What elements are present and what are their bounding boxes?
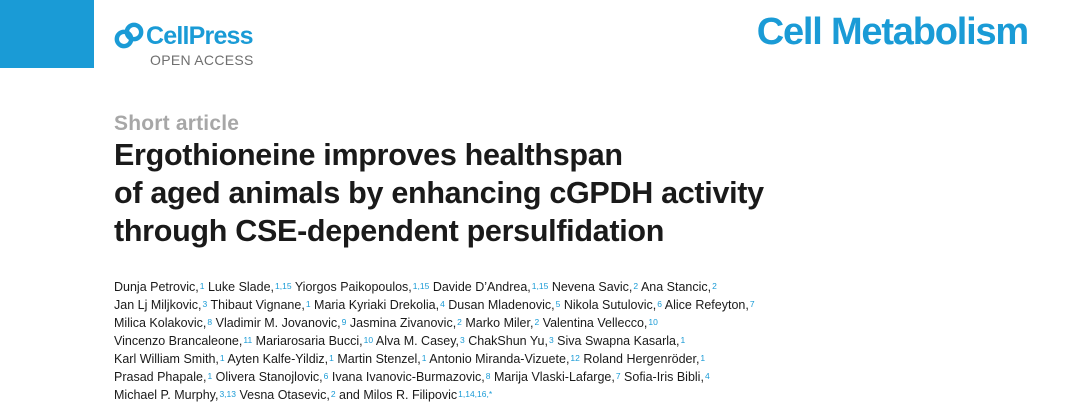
author-name[interactable]: Thibaut Vignane, — [210, 298, 305, 312]
affiliation-marker[interactable]: 1,14,16,* — [458, 389, 493, 399]
author-name[interactable]: Jan Lj Miljkovic, — [114, 298, 202, 312]
affiliation-marker[interactable]: 3,13 — [219, 389, 236, 399]
affiliation-marker[interactable]: 2 — [633, 281, 639, 291]
author-name[interactable]: Maria Kyriaki Drekolia, — [314, 298, 440, 312]
title-line: Ergothioneine improves healthspan — [114, 138, 623, 172]
author-name[interactable]: Ayten Kalfe-Yildiz, — [227, 352, 329, 366]
author-name[interactable]: Dusan Mladenovic, — [448, 298, 555, 312]
author-name[interactable]: Karl William Smith, — [114, 352, 219, 366]
article-type-label: Short article — [114, 112, 240, 135]
journal-name[interactable]: Cell Metabolism — [756, 11, 1029, 53]
author-name[interactable]: Olivera Stanojlovic, — [215, 370, 323, 384]
author-name[interactable]: Alva M. Casey, — [375, 334, 460, 348]
corner-color-block — [0, 0, 94, 68]
affiliation-marker[interactable]: 7 — [749, 299, 755, 309]
author-line: Jan Lj Miljkovic,3 Thibaut Vignane,1 Mar… — [114, 296, 1054, 314]
affiliation-marker[interactable]: 1,15 — [531, 281, 549, 291]
affiliation-marker[interactable]: 10 — [648, 317, 658, 327]
author-line: Milica Kolakovic,8 Vladimir M. Jovanovic… — [114, 314, 1054, 332]
author-line: Michael P. Murphy,3,13 Vesna Otasevic,2 … — [114, 386, 1054, 404]
affiliation-marker[interactable]: 3 — [548, 335, 554, 345]
affiliation-marker[interactable]: 4 — [440, 299, 445, 309]
affiliation-marker[interactable]: 1 — [329, 353, 334, 363]
affiliation-marker[interactable]: 6 — [323, 371, 329, 381]
affiliation-marker[interactable]: 12 — [570, 353, 580, 363]
affiliation-marker[interactable]: 5 — [555, 299, 561, 309]
author-name[interactable]: Siva Swapna Kasarla, — [557, 334, 680, 348]
author-name[interactable]: Prasad Phapale, — [114, 370, 207, 384]
affiliation-marker[interactable]: 1 — [207, 371, 213, 381]
author-name[interactable]: ChakShun Yu, — [468, 334, 548, 348]
affiliation-marker[interactable]: 1 — [421, 353, 427, 363]
author-name[interactable]: and Milos R. Filipovic — [339, 388, 458, 402]
affiliation-marker[interactable]: 1 — [219, 353, 225, 363]
publisher-name: CellPress — [146, 22, 254, 50]
affiliation-marker[interactable]: 2 — [457, 317, 462, 327]
affiliation-marker[interactable]: 1 — [700, 353, 706, 363]
author-name[interactable]: Marko Miler, — [465, 316, 534, 330]
author-name[interactable]: Vincenzo Brancaleone, — [114, 334, 243, 348]
affiliation-marker[interactable]: 2 — [534, 317, 540, 327]
author-line: Dunja Petrovic,1 Luke Slade,1,15 Yiorgos… — [114, 278, 1054, 296]
publisher-brand[interactable]: CellPress OPEN ACCESS — [114, 20, 254, 68]
author-line: Karl William Smith,1 Ayten Kalfe-Yildiz,… — [114, 350, 1054, 368]
cellpress-logo-icon — [114, 22, 144, 49]
author-name[interactable]: Marija Vlaski-Lafarge, — [493, 370, 615, 384]
title-line: through CSE-dependent persulfidation — [114, 214, 665, 248]
author-name[interactable]: Yiorgos Paikopoulos, — [294, 280, 412, 294]
affiliation-marker[interactable]: 1,15 — [412, 281, 430, 291]
author-name[interactable]: Ivana Ivanovic-Burmazovic, — [331, 370, 485, 384]
affiliation-marker[interactable]: 9 — [341, 317, 347, 327]
author-name[interactable]: Jasmina Zivanovic, — [349, 316, 457, 330]
open-access-label: OPEN ACCESS — [150, 52, 254, 68]
author-list: Dunja Petrovic,1 Luke Slade,1,15 Yiorgos… — [114, 278, 1054, 404]
title-line: of aged animals by enhancing cGPDH activ… — [114, 176, 764, 210]
affiliation-marker[interactable]: 10 — [363, 335, 374, 345]
affiliation-marker[interactable]: 1 — [680, 335, 686, 345]
author-name[interactable]: Milica Kolakovic, — [114, 316, 207, 330]
author-name[interactable]: Ana Stancic, — [640, 280, 712, 294]
affiliation-marker[interactable]: 3 — [202, 299, 208, 309]
affiliation-marker[interactable]: 1,15 — [275, 281, 292, 291]
author-name[interactable]: Vesna Otasevic, — [239, 388, 330, 402]
affiliation-marker[interactable]: 11 — [243, 335, 253, 345]
affiliation-marker[interactable]: 1 — [199, 281, 205, 291]
author-name[interactable]: Mariarosaria Bucci, — [255, 334, 363, 348]
author-name[interactable]: Luke Slade, — [207, 280, 275, 294]
author-name[interactable]: Dunja Petrovic, — [114, 280, 199, 294]
affiliation-marker[interactable]: 8 — [485, 371, 491, 381]
author-name[interactable]: Roland Hergenröder, — [583, 352, 700, 366]
author-name[interactable]: Antonio Miranda-Vizuete, — [429, 352, 570, 366]
affiliation-marker[interactable]: 4 — [704, 371, 710, 381]
affiliation-marker[interactable]: 7 — [615, 371, 621, 381]
affiliation-marker[interactable]: 2 — [712, 281, 717, 291]
affiliation-marker[interactable]: 6 — [657, 299, 662, 309]
author-name[interactable]: Michael P. Murphy, — [114, 388, 219, 402]
author-name[interactable]: Valentina Vellecco, — [542, 316, 648, 330]
publisher-brand-row: CellPress — [114, 20, 254, 52]
article-title: Ergothioneine improves healthspan of age… — [114, 136, 1014, 250]
author-name[interactable]: Nevena Savic, — [551, 280, 633, 294]
affiliation-marker[interactable]: 8 — [207, 317, 213, 327]
author-name[interactable]: Martin Stenzel, — [337, 352, 421, 366]
author-name[interactable]: Vladimir M. Jovanovic, — [215, 316, 341, 330]
affiliation-marker[interactable]: 2 — [330, 389, 336, 399]
author-name[interactable]: Sofia-Iris Bibli, — [624, 370, 704, 384]
author-line: Prasad Phapale,1 Olivera Stanojlovic,6 I… — [114, 368, 1054, 386]
affiliation-marker[interactable]: 1 — [305, 299, 311, 309]
author-name[interactable]: Nikola Sutulovic, — [563, 298, 657, 312]
author-name[interactable]: Davide D’Andrea, — [432, 280, 531, 294]
author-name[interactable]: Alice Refeyton, — [664, 298, 749, 312]
author-line: Vincenzo Brancaleone,11 Mariarosaria Buc… — [114, 332, 1054, 350]
affiliation-marker[interactable]: 3 — [460, 335, 465, 345]
